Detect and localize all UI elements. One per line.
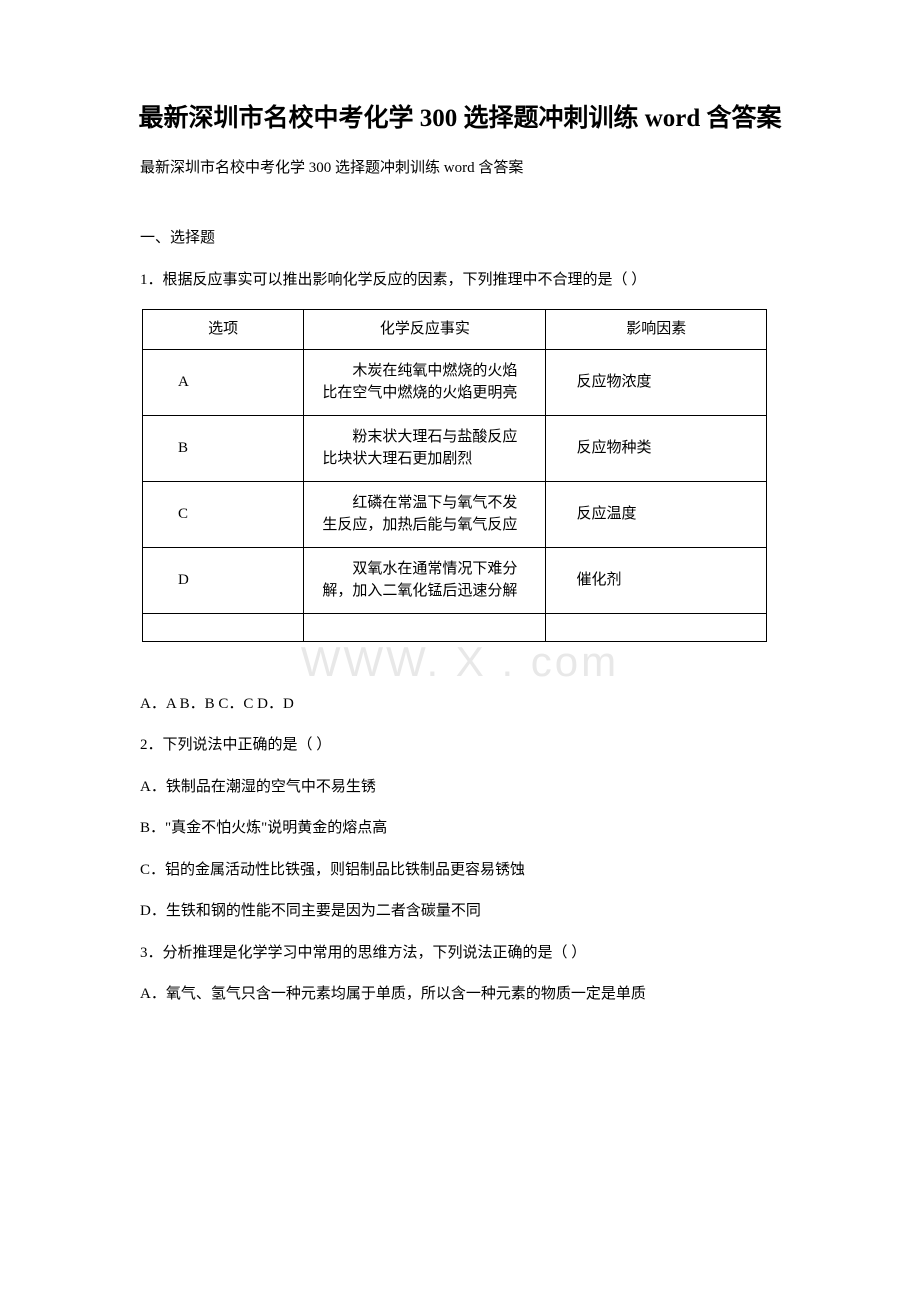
table-header-cell: 化学反应事实 — [304, 310, 546, 350]
table-cell: 双氧水在通常情况下难分解，加入二氧化锰后迅速分解 — [304, 547, 546, 613]
table-row: A 木炭在纯氧中燃烧的火焰比在空气中燃烧的火焰更明亮 反应物浓度 — [143, 349, 767, 415]
table-cell: 反应物种类 — [546, 415, 767, 481]
q2-stem: 2．下列说法中正确的是（ ） — [110, 733, 810, 759]
q2-option-b: B．"真金不怕火炼"说明黄金的熔点高 — [110, 816, 810, 842]
q3-stem: 3．分析推理是化学学习中常用的思维方法，下列说法正确的是（ ） — [110, 941, 810, 967]
table-row: C 红磷在常温下与氧气不发生反应，加热后能与氧气反应 反应温度 — [143, 481, 767, 547]
table-header-cell: 选项 — [143, 310, 304, 350]
q2-option-d: D．生铁和钢的性能不同主要是因为二者含碳量不同 — [110, 899, 810, 925]
table-header-row: 选项 化学反应事实 影响因素 — [143, 310, 767, 350]
table-cell: C — [143, 481, 304, 547]
table-cell: 催化剂 — [546, 547, 767, 613]
table-cell: 反应物浓度 — [546, 349, 767, 415]
subtitle: 最新深圳市名校中考化学 300 选择题冲刺训练 word 含答案 — [110, 156, 810, 182]
table-row: D 双氧水在通常情况下难分解，加入二氧化锰后迅速分解 催化剂 — [143, 547, 767, 613]
q1-options: A．A B．B C．C D．D — [110, 692, 810, 718]
q3-option-a: A．氧气、氢气只含一种元素均属于单质，所以含一种元素的物质一定是单质 — [110, 982, 810, 1008]
table-header-cell: 影响因素 — [546, 310, 767, 350]
watermark: WWW. X . com — [0, 638, 920, 686]
table-cell: 粉末状大理石与盐酸反应比块状大理石更加剧烈 — [304, 415, 546, 481]
table-cell: B — [143, 415, 304, 481]
q2-option-a: A．铁制品在潮湿的空气中不易生锈 — [110, 775, 810, 801]
section-header: 一、选择题 — [110, 226, 810, 252]
table-cell: A — [143, 349, 304, 415]
table-cell: D — [143, 547, 304, 613]
q2-option-c: C．铝的金属活动性比铁强，则铝制品比铁制品更容易锈蚀 — [110, 858, 810, 884]
table-cell — [143, 613, 304, 641]
table-cell: 红磷在常温下与氧气不发生反应，加热后能与氧气反应 — [304, 481, 546, 547]
page-title: 最新深圳市名校中考化学 300 选择题冲刺训练 word 含答案 — [110, 100, 810, 138]
q1-stem: 1．根据反应事实可以推出影响化学反应的因素，下列推理中不合理的是（ ） — [110, 268, 810, 294]
table-cell: 木炭在纯氧中燃烧的火焰比在空气中燃烧的火焰更明亮 — [304, 349, 546, 415]
table-cell — [304, 613, 546, 641]
table-empty-row — [143, 613, 767, 641]
table-cell: 反应温度 — [546, 481, 767, 547]
table-cell — [546, 613, 767, 641]
table-row: B 粉末状大理石与盐酸反应比块状大理石更加剧烈 反应物种类 — [143, 415, 767, 481]
q1-table: 选项 化学反应事实 影响因素 A 木炭在纯氧中燃烧的火焰比在空气中燃烧的火焰更明… — [142, 309, 767, 642]
